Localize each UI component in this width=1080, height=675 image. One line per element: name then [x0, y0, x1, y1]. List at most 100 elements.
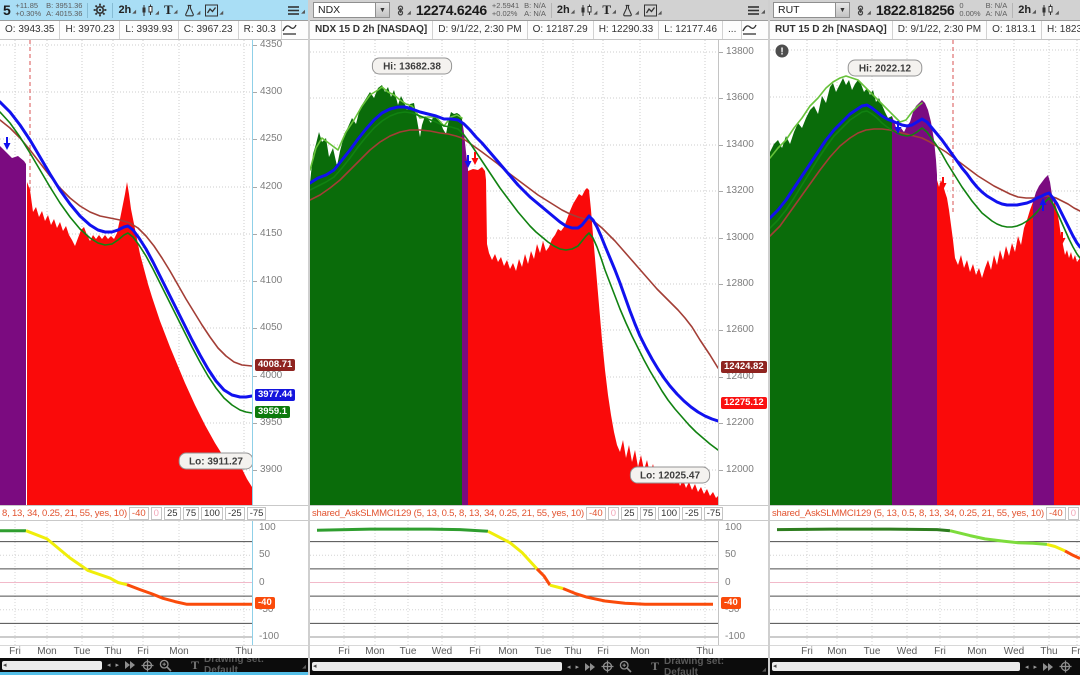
chart-menu-button[interactable]: ◢: [287, 5, 305, 16]
crosshair-icon[interactable]: [1059, 660, 1072, 673]
scroll-step-left[interactable]: ◂: [1025, 662, 1029, 671]
study-values-toggle[interactable]: [742, 22, 757, 38]
menu-icon: [748, 5, 760, 15]
chevron-down-icon: ◢: [657, 9, 662, 16]
price-change-pct: +0.30%: [15, 9, 42, 18]
zoom-icon[interactable]: [159, 659, 172, 672]
indicator-axis[interactable]: 100 50 0 -50 -100 -40: [718, 521, 768, 645]
price-axis[interactable]: 4350 4300 4250 4200 4150 4100 4050 4000 3950 3900…: [252, 39, 308, 505]
study-param-box: 100: [201, 506, 223, 520]
indicator-chart[interactable]: [0, 521, 252, 645]
indicator-area: [770, 521, 1080, 645]
day-label: Thu: [1040, 646, 1058, 657]
chart-style-button[interactable]: ◢: [141, 4, 159, 17]
crosshair-icon[interactable]: [601, 660, 614, 673]
study-param-box: 0: [607, 506, 619, 520]
scroll-step-left[interactable]: ◂: [107, 661, 111, 669]
price-axis[interactable]: 13800 13600 13400 13200 13000 12800 12600 12400…: [718, 40, 768, 505]
drawing-tools-button[interactable]: T ◢: [602, 2, 616, 17]
study-param-box: -40: [585, 506, 606, 520]
symbol-dropdown-button[interactable]: ▼: [835, 2, 850, 18]
scrollbar[interactable]: ◂: [772, 662, 1020, 671]
timeframe-button[interactable]: 2h ◢: [1018, 4, 1036, 16]
scroll-step-right[interactable]: ▸: [115, 661, 120, 669]
patterns-button[interactable]: ◢: [643, 4, 662, 17]
day-label: Tue: [534, 646, 552, 657]
axis-tick-label: 12600: [726, 324, 754, 335]
link-button[interactable]: ◢: [395, 4, 411, 17]
axis-tick-label: 0: [725, 576, 731, 588]
scroll-left-arrow[interactable]: ◂: [313, 662, 317, 670]
time-axis[interactable]: Fri Mon Tue Wed Fri Mon Wed Thu Fri: [770, 645, 1080, 658]
fast-forward-icon[interactable]: [1042, 661, 1054, 673]
chart-style-button[interactable]: ◢: [580, 4, 597, 17]
fast-forward-icon: [125, 661, 136, 669]
study-values-toggle[interactable]: [282, 22, 297, 38]
study-param-box: -75: [246, 506, 267, 520]
studies-button[interactable]: ◢: [621, 4, 639, 17]
study-label[interactable]: shared_AskSLMMCI129 (5, 13, 0.5, 8, 13, …: [312, 507, 584, 519]
crosshair-icon: [601, 660, 614, 673]
scroll-left-arrow[interactable]: ◂: [773, 662, 777, 670]
timeframe-button[interactable]: 2h ◢: [556, 4, 575, 16]
day-label: Tue: [73, 646, 91, 657]
ask-value: A: N/A: [985, 9, 1008, 18]
settings-button[interactable]: [93, 3, 107, 17]
ohlc-row: NDX 15 D 2h [NASDAQ] D: 9/1/22, 2:30 PM O:…: [310, 21, 768, 40]
symbol-input[interactable]: NDX: [313, 2, 375, 18]
axis-tick-label: -100: [725, 631, 746, 642]
price-chart[interactable]: Hi: 13682.38 Lo: 12025.47: [310, 40, 718, 505]
time-axis[interactable]: Fri Mon Tue Wed Fri Mon Tue Thu Fri Mon Thu: [310, 645, 768, 658]
link-icon: [857, 4, 864, 16]
crosshair-icon: [1059, 660, 1072, 673]
scroll-step-left[interactable]: ◂: [567, 662, 571, 671]
scrollbar[interactable]: ◂: [2, 660, 102, 670]
indicator-chart[interactable]: [310, 521, 718, 645]
axis-tick: [719, 284, 723, 285]
timeframe-button[interactable]: 2h ◢: [118, 4, 137, 16]
indicator-value-bubble: -40: [255, 597, 275, 610]
drawing-set-label[interactable]: Drawing set: Default: [204, 658, 265, 675]
study-label[interactable]: 8, 13, 34, 0.25, 21, 55, yes, 10): [2, 507, 127, 519]
axis-tick-label: 4250: [260, 133, 283, 144]
axis-tick-label: 4300: [260, 86, 283, 97]
scrollbar[interactable]: ◂: [312, 662, 562, 671]
chevron-down-icon: ◢: [634, 9, 639, 16]
studies-button[interactable]: ◢: [183, 4, 200, 17]
indicator-chart[interactable]: [770, 521, 1080, 645]
axis-tick: [253, 139, 257, 140]
axis-tick-label: 100: [259, 522, 276, 533]
chart-menu-button[interactable]: ◢: [747, 5, 765, 16]
fast-forward-icon[interactable]: [124, 659, 136, 671]
price-chart[interactable]: Hi: 2022.12!: [770, 40, 1080, 505]
price-chart[interactable]: Lo: 3911.27: [0, 40, 252, 505]
axis-tick-label: 0: [259, 576, 265, 588]
text-note-tool[interactable]: T: [651, 659, 660, 673]
axis-tick: [253, 423, 257, 424]
scroll-left-arrow[interactable]: ◂: [3, 660, 7, 669]
text-note-tool[interactable]: T: [191, 658, 200, 672]
indicator-axis[interactable]: 100 50 0 -50 -100 -40: [252, 521, 308, 645]
symbol-input[interactable]: RUT: [773, 2, 835, 18]
zoom-icon[interactable]: [619, 660, 632, 673]
symbol-dropdown-button[interactable]: ▼: [375, 2, 390, 18]
chart-style-button[interactable]: ◢: [1041, 4, 1059, 17]
drawing-tools-button[interactable]: T ◢: [164, 2, 178, 17]
ohlc-cell: C: 3967.23: [179, 21, 239, 39]
scroll-step-right[interactable]: ▸: [1033, 662, 1038, 671]
fast-forward-icon[interactable]: [584, 661, 596, 673]
patterns-button[interactable]: ◢: [205, 4, 223, 17]
time-axis[interactable]: Fri Mon Tue Thu Fri Mon Thu: [0, 645, 308, 658]
scroll-step-right[interactable]: ▸: [575, 662, 580, 671]
axis-tick: [253, 470, 257, 471]
indicator-area: 100 50 0 -50 -100 -40: [0, 521, 308, 645]
day-label: Mon: [967, 646, 987, 657]
link-button[interactable]: ◢: [855, 4, 871, 17]
day-label: Fri: [469, 646, 481, 657]
study-param-box: -40: [128, 506, 149, 520]
study-label[interactable]: shared_AskSLMMCI129 (5, 13, 0.5, 8, 13, …: [772, 507, 1044, 519]
axis-tick-label: 3900: [260, 464, 283, 475]
drawing-set-label[interactable]: Drawing set: Default: [664, 658, 725, 675]
crosshair-icon[interactable]: [141, 659, 154, 672]
price-chart-area: Hi: 2022.12!: [770, 40, 1080, 505]
